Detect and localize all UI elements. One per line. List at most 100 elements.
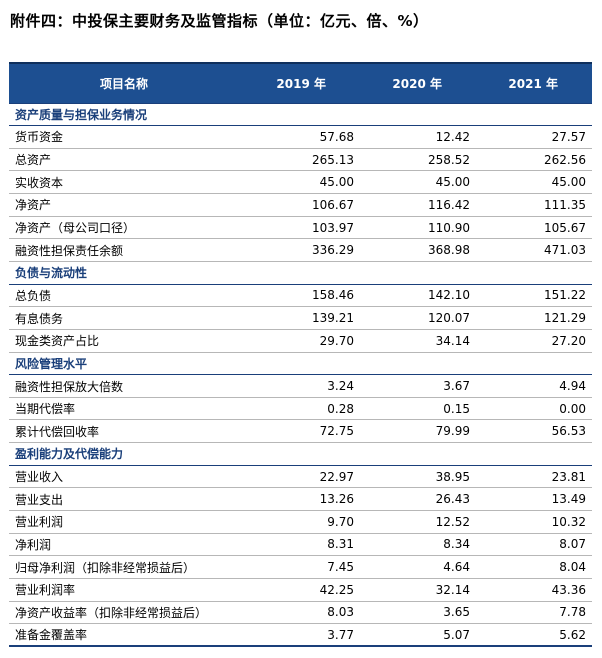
table-row: 总负债 158.46 142.10 151.22 bbox=[9, 284, 592, 307]
section-title: 负债与流动性 bbox=[9, 261, 592, 285]
value-cell: 0.00 bbox=[559, 401, 586, 416]
value-cell: 13.49 bbox=[551, 492, 586, 507]
table-row: 营业利润 9.70 12.52 10.32 bbox=[9, 511, 592, 534]
row-label: 总负债 bbox=[15, 288, 52, 303]
section-header-row: 风险管理水平 bbox=[9, 352, 592, 376]
value-cell: 105.67 bbox=[544, 220, 586, 235]
table-row: 当期代偿率 0.28 0.15 0.00 bbox=[9, 397, 592, 420]
value-cell: 471.03 bbox=[544, 243, 586, 258]
value-cell: 3.77 bbox=[327, 627, 354, 642]
section-title: 风险管理水平 bbox=[9, 352, 592, 376]
value-cell: 120.07 bbox=[428, 311, 470, 326]
row-label: 融资性担保放大倍数 bbox=[15, 379, 124, 394]
table-row: 实收资本 45.00 45.00 45.00 bbox=[9, 171, 592, 194]
value-cell: 265.13 bbox=[312, 152, 354, 167]
value-cell: 22.97 bbox=[319, 469, 354, 484]
value-cell: 12.52 bbox=[435, 514, 470, 529]
row-label: 总资产 bbox=[15, 153, 52, 168]
row-label: 实收资本 bbox=[15, 175, 64, 190]
value-cell: 0.15 bbox=[443, 401, 470, 416]
table-row: 总资产 265.13 258.52 262.56 bbox=[9, 148, 592, 171]
value-cell: 110.90 bbox=[428, 220, 470, 235]
value-cell: 336.29 bbox=[312, 243, 354, 258]
value-cell: 9.70 bbox=[327, 514, 354, 529]
value-cell: 13.26 bbox=[319, 492, 354, 507]
row-label: 净利润 bbox=[15, 537, 52, 552]
row-label: 现金类资产占比 bbox=[15, 334, 100, 349]
row-label: 营业利润 bbox=[15, 515, 64, 530]
table-body: 资产质量与担保业务情况 货币资金 57.68 12.42 27.57 总资产 265.13 2… bbox=[9, 103, 592, 647]
row-label: 融资性担保责任余额 bbox=[15, 243, 124, 258]
table-row: 现金类资产占比 29.70 34.14 27.20 bbox=[9, 329, 592, 353]
table-row: 融资性担保责任余额 336.29 368.98 471.03 bbox=[9, 239, 592, 262]
row-label: 净资产（母公司口径） bbox=[15, 221, 136, 236]
table-row: 归母净利润（扣除非经常损益后） 7.45 4.64 8.04 bbox=[9, 556, 592, 579]
value-cell: 29.70 bbox=[319, 333, 354, 348]
table-row: 营业利润率 42.25 32.14 43.36 bbox=[9, 578, 592, 602]
row-label: 准备金覆盖率 bbox=[15, 628, 88, 643]
value-cell: 7.45 bbox=[327, 560, 354, 575]
value-cell: 10.32 bbox=[551, 514, 586, 529]
value-cell: 262.56 bbox=[544, 152, 586, 167]
value-cell: 3.67 bbox=[443, 379, 470, 393]
value-cell: 8.03 bbox=[327, 605, 354, 620]
value-cell: 8.04 bbox=[559, 560, 586, 575]
value-cell: 45.00 bbox=[319, 175, 354, 190]
value-cell: 23.81 bbox=[551, 469, 586, 484]
value-cell: 7.78 bbox=[559, 605, 586, 620]
header-year-2020: 2020 年 bbox=[360, 62, 476, 103]
value-cell: 27.57 bbox=[551, 129, 586, 144]
section-header-row: 负债与流动性 bbox=[9, 261, 592, 285]
value-cell: 45.00 bbox=[435, 175, 470, 190]
row-label: 营业收入 bbox=[15, 470, 64, 485]
header-item-name: 项目名称 bbox=[9, 62, 239, 103]
table-row: 累计代偿回收率 72.75 79.99 56.53 bbox=[9, 420, 592, 443]
table-row: 货币资金 57.68 12.42 27.57 bbox=[9, 126, 592, 149]
table-row: 有息债务 139.21 120.07 121.29 bbox=[9, 307, 592, 330]
page-title: 附件四：中投保主要财务及监管指标（单位：亿元、倍、%） bbox=[10, 12, 429, 30]
value-cell: 72.75 bbox=[319, 424, 354, 439]
value-cell: 158.46 bbox=[312, 288, 354, 303]
value-cell: 8.31 bbox=[327, 537, 354, 552]
table-row: 净资产 106.67 116.42 111.35 bbox=[9, 194, 592, 217]
value-cell: 5.07 bbox=[443, 627, 470, 642]
value-cell: 45.00 bbox=[551, 175, 586, 190]
table-row: 准备金覆盖率 3.77 5.07 5.62 bbox=[9, 624, 592, 647]
value-cell: 121.29 bbox=[544, 311, 586, 326]
value-cell: 79.99 bbox=[435, 424, 470, 439]
row-label: 净资产 bbox=[15, 198, 52, 213]
financial-indicators-table: 项目名称 2019 年 2020 年 2021 年 资产质量与担保业务情况 货币资… bbox=[9, 62, 592, 647]
row-label: 累计代偿回收率 bbox=[15, 424, 100, 439]
value-cell: 139.21 bbox=[312, 311, 354, 326]
table-row: 营业收入 22.97 38.95 23.81 bbox=[9, 465, 592, 488]
value-cell: 32.14 bbox=[435, 582, 470, 597]
value-cell: 368.98 bbox=[428, 243, 470, 258]
header-year-2019: 2019 年 bbox=[239, 62, 360, 103]
value-cell: 27.20 bbox=[551, 333, 586, 348]
value-cell: 38.95 bbox=[435, 469, 470, 484]
value-cell: 57.68 bbox=[319, 129, 354, 144]
table-header-row: 项目名称 2019 年 2020 年 2021 年 bbox=[9, 62, 592, 103]
value-cell: 4.64 bbox=[443, 560, 470, 575]
row-label: 营业支出 bbox=[15, 492, 64, 507]
value-cell: 8.34 bbox=[443, 537, 470, 552]
row-label: 有息债务 bbox=[15, 311, 64, 326]
section-title: 盈利能力及代偿能力 bbox=[9, 442, 592, 466]
value-cell: 4.94 bbox=[559, 379, 586, 393]
section-header-row: 资产质量与担保业务情况 bbox=[9, 103, 592, 127]
value-cell: 43.36 bbox=[551, 582, 586, 597]
value-cell: 111.35 bbox=[544, 197, 586, 212]
value-cell: 116.42 bbox=[428, 197, 470, 212]
table-row: 营业支出 13.26 26.43 13.49 bbox=[9, 488, 592, 511]
value-cell: 12.42 bbox=[435, 129, 470, 144]
section-header-row: 盈利能力及代偿能力 bbox=[9, 442, 592, 466]
table-row: 融资性担保放大倍数 3.24 3.67 4.94 bbox=[9, 375, 592, 398]
row-label: 营业利润率 bbox=[15, 583, 76, 598]
value-cell: 5.62 bbox=[559, 627, 586, 642]
value-cell: 0.28 bbox=[327, 401, 354, 416]
section-title: 资产质量与担保业务情况 bbox=[9, 103, 592, 127]
value-cell: 34.14 bbox=[435, 333, 470, 348]
value-cell: 151.22 bbox=[544, 288, 586, 303]
value-cell: 142.10 bbox=[428, 288, 470, 303]
value-cell: 103.97 bbox=[312, 220, 354, 235]
